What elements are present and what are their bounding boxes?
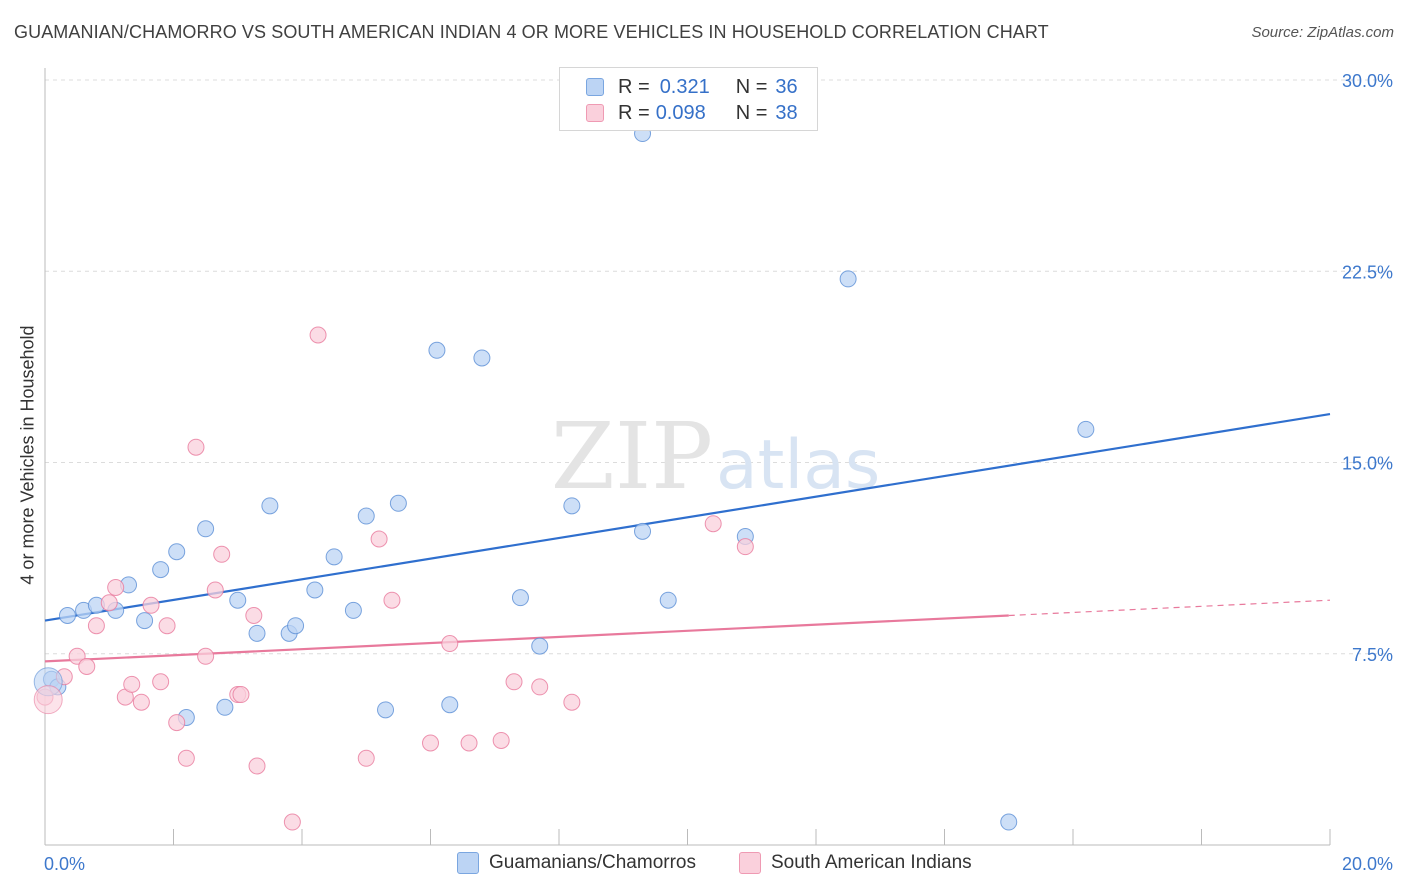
axes [44,68,1331,846]
source-label: Source: ZipAtlas.com [1251,24,1394,41]
legend-swatch-blue [586,78,604,96]
point-south-american [158,617,176,635]
point-guamanian [839,270,857,288]
bottom-legend-swatch-blue [457,852,479,874]
point-guamanian [1077,420,1095,438]
point-south-american [441,635,459,653]
point-south-american-cluster [33,685,63,715]
y-axis-label: 4 or more Vehicles in Household [17,325,38,585]
watermark-atlas: atlas [716,426,880,505]
chart-title: GUAMANIAN/CHAMORRO VS SOUTH AMERICAN IND… [14,22,1049,42]
point-south-american [142,596,160,614]
legend-r-label: R = [618,101,650,124]
legend-n-value: 38 [775,101,798,124]
legend-n-label: N = [735,101,768,124]
point-south-american [152,673,170,691]
point-south-american [383,591,401,609]
point-south-american [132,693,150,711]
point-guamanian [357,507,375,525]
legend-r-label: R = [618,75,650,98]
legend-r-value: 0.321 [659,75,710,98]
point-south-american [370,530,388,548]
point-south-american [187,438,205,456]
point-guamanian [659,591,677,609]
point-south-american [245,607,263,624]
point-south-american [460,734,478,752]
point-guamanian [152,561,170,579]
legend-r-value: 0.098 [655,101,706,124]
y-tick-label: 15.0% [1342,454,1393,474]
point-guamanian [344,601,362,619]
point-south-american [283,813,301,831]
point-south-american [232,686,250,704]
bottom-legend-label: Guamanians/Chamorros [489,852,696,873]
x-tick-label: 20.0% [1342,854,1393,874]
point-south-american [107,578,125,596]
tick-labels: 7.5% 15.0% 22.5% 30.0% 0.0% 20.0% [44,71,1393,874]
point-south-american [197,647,215,665]
point-guamanian [377,701,395,719]
point-guamanian [306,581,324,599]
point-south-american [505,673,523,691]
x-tick-label: 0.0% [44,854,85,874]
point-south-american [100,594,118,612]
legend-swatch-pink [586,104,604,122]
point-guamanian [229,591,247,609]
trend-line-south-american [44,614,1009,663]
point-south-american [309,326,327,344]
legend-row-south-american: R = 0.098 N = 38 [586,101,798,125]
bottom-legend-label: South American Indians [771,852,972,873]
trend-line-south-american-dashed [1008,599,1331,617]
point-guamanian [473,349,491,367]
point-guamanian [563,497,581,515]
point-guamanian [511,589,529,607]
legend: R = 0.321 N = 36 R = 0.098 N = 38 [559,67,818,131]
point-guamanian [216,698,234,716]
point-south-american [704,515,722,533]
point-guamanian [1000,813,1018,831]
legend-n-label: N = [735,75,768,98]
point-guamanian [428,341,446,359]
point-guamanian [248,624,266,642]
point-guamanian [389,494,407,512]
point-south-american [422,734,439,752]
watermark-zip: ZIP [551,403,713,510]
bottom-legend-south-american: South American Indians [739,852,972,874]
point-south-american [736,538,754,556]
point-south-american [563,693,581,711]
point-south-american [531,678,549,696]
point-south-american [123,675,141,693]
point-guamanian [197,520,215,538]
bottom-legend-guamanian: Guamanians/Chamorros [457,852,696,874]
point-south-american [206,581,224,599]
point-south-american [248,757,266,775]
point-guamanian [168,543,186,561]
point-guamanian [634,522,652,540]
point-guamanian [58,607,76,624]
y-tick-label: 30.0% [1342,71,1393,91]
legend-n-value: 36 [775,75,798,98]
y-tick-label: 7.5% [1352,645,1393,665]
bottom-legend-swatch-pink [739,852,761,874]
point-south-american [168,714,186,732]
gridlines [45,79,1392,655]
y-tick-label: 22.5% [1342,262,1393,282]
point-south-american [213,545,231,563]
point-south-american [87,617,105,635]
point-guamanian [441,696,459,714]
legend-row-guamanian: R = 0.321 N = 36 [586,75,798,99]
point-guamanian [261,497,279,515]
point-south-american [357,749,375,767]
point-guamanian [287,617,305,635]
point-guamanian [136,612,154,630]
point-south-american [177,749,195,767]
point-south-american [78,658,96,675]
point-guamanian [531,637,549,655]
point-south-american [492,731,510,749]
point-guamanian [325,548,343,566]
trend-line-guamanian [44,412,1331,622]
